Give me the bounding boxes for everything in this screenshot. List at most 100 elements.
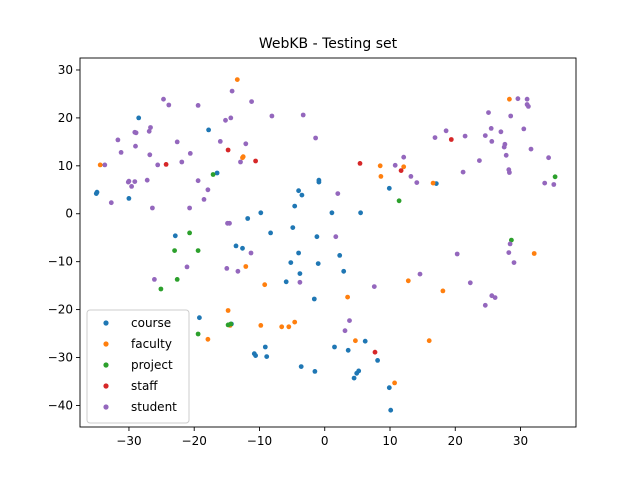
legend-box [86, 309, 190, 424]
data-point-student-4 [132, 129, 138, 135]
data-point-course-26 [337, 253, 343, 258]
data-point-course-9 [240, 245, 245, 251]
data-point-course-3 [126, 196, 132, 201]
data-point-course-27 [341, 268, 347, 274]
data-point-course-7 [258, 210, 264, 216]
data-point-student-61 [489, 139, 495, 144]
data-point-student-75 [528, 146, 534, 152]
legend-marker-project [103, 362, 109, 368]
data-point-faculty-19 [286, 324, 292, 330]
data-point-student-5 [148, 125, 153, 130]
legend-marker-staff [103, 383, 109, 389]
data-point-student-25 [201, 197, 207, 202]
data-point-student-52 [414, 180, 420, 186]
data-point-faculty-5 [378, 174, 384, 179]
y-tick-label-3: −10 [48, 255, 73, 269]
data-point-faculty-7 [430, 180, 436, 186]
data-point-course-36 [298, 364, 304, 369]
data-point-course-45 [386, 385, 392, 391]
data-point-course-25 [315, 261, 321, 266]
data-point-student-32 [238, 159, 243, 165]
x-tick-label-3: 0 [321, 434, 329, 448]
data-point-student-79 [507, 241, 513, 247]
data-point-course-15 [316, 179, 322, 185]
data-point-student-26 [195, 178, 201, 184]
data-point-course-33 [253, 353, 258, 358]
data-point-student-70 [515, 96, 521, 102]
data-point-student-16 [155, 162, 161, 168]
data-point-student-54 [432, 135, 438, 141]
data-point-faculty-23 [392, 380, 397, 386]
data-point-course-39 [345, 347, 351, 353]
data-point-course-23 [288, 260, 294, 265]
data-point-faculty-3 [234, 77, 240, 82]
data-point-student-21 [223, 117, 228, 123]
data-point-faculty-17 [258, 323, 264, 328]
data-point-student-27 [205, 187, 211, 193]
data-point-student-60 [486, 110, 491, 115]
data-point-course-30 [197, 315, 202, 321]
data-point-faculty-13 [440, 288, 446, 294]
data-point-course-28 [283, 279, 289, 285]
data-point-student-45 [152, 277, 157, 282]
data-point-project-5 [158, 286, 164, 292]
data-point-student-67 [507, 170, 512, 175]
data-point-staff-2 [253, 158, 258, 164]
data-point-student-35 [300, 112, 306, 118]
data-point-course-18 [386, 185, 392, 191]
legend-label-student: student [131, 400, 177, 414]
data-point-project-0 [210, 172, 216, 177]
data-point-student-11 [126, 178, 132, 184]
data-point-project-9 [396, 198, 402, 204]
data-point-faculty-8 [507, 96, 512, 102]
data-point-student-81 [511, 260, 517, 265]
plot-frame [79, 57, 577, 428]
data-point-faculty-20 [292, 319, 298, 325]
series-student [102, 88, 557, 334]
data-point-student-14 [144, 177, 150, 183]
data-point-course-5 [214, 170, 220, 176]
data-point-student-39 [108, 200, 114, 206]
data-point-course-42 [351, 375, 357, 381]
data-point-student-69 [508, 113, 514, 119]
data-point-faculty-2 [240, 155, 245, 161]
data-point-project-1 [187, 230, 193, 236]
data-point-student-1 [161, 96, 166, 102]
data-point-student-48 [347, 318, 352, 323]
data-point-student-77 [546, 155, 551, 161]
data-point-student-83 [454, 251, 460, 257]
data-point-faculty-16 [205, 336, 211, 342]
data-point-staff-3 [357, 161, 363, 166]
data-point-student-2 [146, 128, 152, 134]
data-point-faculty-14 [225, 308, 231, 313]
data-point-student-68 [501, 144, 507, 150]
data-point-staff-6 [372, 349, 378, 355]
data-point-student-20 [195, 103, 201, 108]
data-point-student-87 [417, 271, 423, 277]
data-point-student-9 [102, 162, 108, 168]
data-point-project-3 [195, 248, 201, 254]
legend-label-faculty: faculty [131, 337, 172, 351]
data-point-student-55 [443, 128, 449, 134]
data-point-student-82 [467, 280, 473, 286]
data-point-student-57 [460, 169, 466, 175]
data-point-faculty-24 [426, 338, 432, 344]
data-point-faculty-0 [97, 162, 103, 168]
data-point-faculty-6 [401, 164, 407, 170]
series-faculty [97, 77, 537, 386]
data-point-student-17 [174, 139, 180, 145]
data-point-staff-4 [398, 168, 404, 174]
data-point-student-59 [482, 133, 488, 139]
data-point-student-76 [542, 180, 548, 186]
data-point-course-13 [292, 203, 298, 209]
data-point-student-74 [521, 126, 527, 132]
data-point-course-21 [290, 225, 296, 231]
data-point-project-10 [552, 174, 558, 180]
data-point-student-36 [313, 135, 318, 141]
data-point-course-17 [358, 210, 363, 216]
data-point-staff-1 [225, 147, 231, 153]
series-project [158, 172, 558, 337]
data-point-course-24 [297, 271, 303, 276]
data-point-student-28 [187, 205, 193, 211]
data-point-student-12 [132, 179, 138, 185]
